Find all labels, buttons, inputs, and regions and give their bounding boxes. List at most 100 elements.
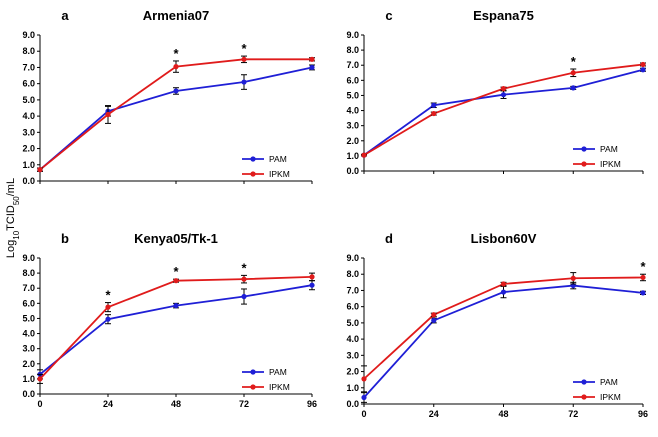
legend-label: PAM bbox=[600, 144, 618, 154]
y-tick-label: 5.0 bbox=[22, 95, 35, 105]
y-tick-label: 3.0 bbox=[22, 127, 35, 137]
y-tick-label: 8.0 bbox=[22, 268, 35, 278]
legend-swatch-marker bbox=[250, 171, 256, 177]
data-point bbox=[431, 312, 437, 318]
panel-c: 0.0 1.0 2.0 3.0 4.0 5.0 6.0 7.0 8.0 9.0 c Espana75 *… bbox=[346, 8, 646, 176]
x-tick-label: 96 bbox=[638, 409, 648, 419]
panel-title: Espana75 bbox=[473, 8, 534, 23]
y-tick-label: 4.0 bbox=[346, 334, 359, 344]
y-tick-label: 3.0 bbox=[346, 350, 359, 360]
data-point bbox=[640, 274, 646, 281]
data-point bbox=[309, 282, 315, 288]
data-point bbox=[431, 102, 437, 108]
panel-title: Lisbon60V bbox=[471, 231, 537, 246]
data-point bbox=[431, 317, 437, 324]
significance-marker: * bbox=[241, 260, 247, 275]
data-point bbox=[361, 376, 367, 382]
data-point bbox=[241, 79, 247, 85]
y-tick-label: 4.0 bbox=[22, 329, 35, 339]
y-axis-label: Log10TCID50/mL bbox=[5, 178, 21, 258]
y-tick-label: 0.0 bbox=[22, 176, 35, 186]
panel-b: 0.0 1.0 2.0 3.0 4.0 5.0 6.0 7.0 8.0 9.0 0 24 48 72 96 b… bbox=[22, 231, 317, 409]
data-point bbox=[105, 316, 111, 322]
y-tick-label: 9.0 bbox=[22, 30, 35, 40]
y-tick-label: 2.0 bbox=[22, 144, 35, 154]
panel-title: Kenya05/Tk-1 bbox=[134, 231, 218, 246]
data-point bbox=[500, 86, 507, 92]
data-point bbox=[241, 276, 247, 282]
x-tick-label: 48 bbox=[171, 399, 181, 409]
y-tick-label: 3.0 bbox=[346, 121, 359, 131]
data-point bbox=[570, 275, 576, 281]
data-point bbox=[500, 289, 507, 295]
data-point bbox=[37, 376, 43, 382]
legend-label: IPKM bbox=[269, 169, 290, 179]
y-tick-label: 6.0 bbox=[346, 75, 359, 85]
panel-d: 0.0 1.0 2.0 3.0 4.0 5.0 6.0 7.0 8.0 9.0 0 24 48 72 96 d… bbox=[346, 231, 648, 419]
y-tick-label: 6.0 bbox=[346, 302, 359, 312]
legend-swatch-marker bbox=[250, 156, 256, 162]
legend-swatch-marker bbox=[581, 394, 587, 400]
data-point bbox=[105, 111, 111, 118]
y-tick-label: 2.0 bbox=[346, 136, 359, 146]
panel-letter: a bbox=[61, 8, 69, 23]
data-point bbox=[640, 67, 646, 73]
x-tick-label: 0 bbox=[37, 399, 42, 409]
data-point bbox=[570, 70, 576, 76]
x-tick-label: 48 bbox=[498, 409, 508, 419]
significance-marker: * bbox=[571, 54, 577, 69]
series-ipkm bbox=[37, 272, 315, 384]
y-tick-label: 0.0 bbox=[346, 166, 359, 176]
legend-label: IPKM bbox=[600, 159, 621, 169]
x-tick-label: 96 bbox=[307, 399, 317, 409]
ylabel-suffix: /mL bbox=[5, 178, 17, 196]
y-tick-label: 9.0 bbox=[22, 253, 35, 263]
panel-letter: b bbox=[61, 231, 69, 246]
data-point bbox=[570, 85, 576, 91]
data-point bbox=[309, 274, 315, 280]
significance-marker: * bbox=[105, 288, 111, 303]
panel-letter: c bbox=[385, 8, 392, 23]
series-pam bbox=[37, 280, 315, 380]
legend-label: IPKM bbox=[600, 392, 621, 402]
y-tick-label: 5.0 bbox=[22, 313, 35, 323]
y-tick-label: 1.0 bbox=[346, 151, 359, 161]
legend-swatch-marker bbox=[581, 161, 587, 167]
x-tick-label: 72 bbox=[239, 399, 249, 409]
x-tick-label: 24 bbox=[103, 399, 113, 409]
y-tick-label: 2.0 bbox=[22, 359, 35, 369]
data-point bbox=[500, 281, 507, 287]
data-point bbox=[241, 56, 247, 62]
legend-label: PAM bbox=[600, 377, 618, 387]
data-point bbox=[309, 64, 315, 71]
y-tick-label: 2.0 bbox=[346, 367, 359, 377]
y-tick-label: 4.0 bbox=[346, 106, 359, 116]
data-point bbox=[37, 167, 43, 173]
data-point bbox=[173, 88, 179, 94]
y-tick-label: 7.0 bbox=[22, 62, 35, 72]
legend-label: IPKM bbox=[269, 382, 290, 392]
significance-marker: * bbox=[241, 41, 247, 56]
series-ipkm bbox=[361, 272, 646, 393]
y-tick-label: 8.0 bbox=[346, 269, 359, 279]
data-point bbox=[173, 64, 179, 70]
y-tick-label: 1.0 bbox=[22, 374, 35, 384]
y-tick-label: 6.0 bbox=[22, 79, 35, 89]
data-point bbox=[173, 278, 179, 284]
series-pam bbox=[361, 281, 646, 403]
y-tick-label: 5.0 bbox=[346, 318, 359, 328]
significance-marker: * bbox=[173, 264, 179, 279]
panels: 0.0 1.0 2.0 3.0 4.0 5.0 6.0 7.0 8.0 9.0 a Armenia07… bbox=[22, 8, 648, 419]
significance-marker: * bbox=[640, 259, 646, 274]
series-ipkm bbox=[361, 61, 646, 158]
ylabel-prefix: Log bbox=[5, 240, 17, 258]
y-tick-label: 7.0 bbox=[346, 285, 359, 295]
series-line bbox=[363, 68, 644, 156]
y-tick-label: 9.0 bbox=[346, 30, 359, 40]
data-point bbox=[309, 56, 315, 62]
y-tick-label: 4.0 bbox=[22, 111, 35, 121]
y-tick-label: 1.0 bbox=[346, 383, 359, 393]
series-line bbox=[363, 63, 644, 156]
ylabel-sub50: 50 bbox=[12, 196, 21, 205]
